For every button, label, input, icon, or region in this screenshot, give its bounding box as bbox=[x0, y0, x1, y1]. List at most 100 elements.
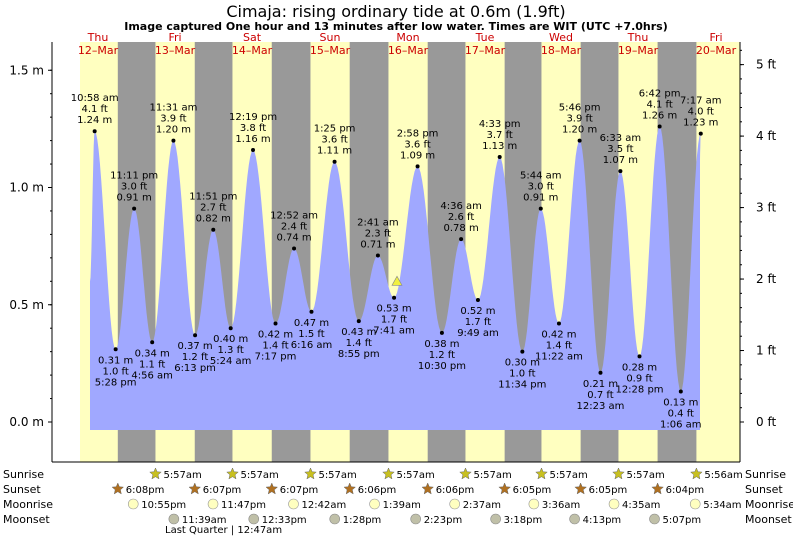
right-tick-label: 1 ft bbox=[756, 344, 776, 358]
moonset-icon bbox=[329, 513, 341, 525]
sunrise-time: 5:57am bbox=[473, 470, 511, 481]
sunset-icon bbox=[421, 482, 435, 495]
extreme-feet: 3.8 ft bbox=[240, 123, 266, 134]
extreme-metres: 0.43 m bbox=[341, 327, 376, 338]
extreme-feet: 0.4 ft bbox=[668, 409, 694, 420]
moonrise-icon bbox=[127, 498, 139, 510]
extreme-time: 6:16 am bbox=[291, 340, 333, 351]
extreme-metres: 1.20 m bbox=[562, 125, 597, 136]
extreme-point bbox=[637, 354, 642, 359]
sunset-time: 6:07pm bbox=[280, 485, 319, 496]
extreme-time: 5:24 am bbox=[210, 356, 252, 367]
day-labels: Thu12–MarFri13–MarSat14–MarSun15–MarMon1… bbox=[78, 31, 737, 57]
extreme-metres: 0.42 m bbox=[258, 330, 293, 341]
extreme-feet: 1.3 ft bbox=[218, 345, 244, 356]
extreme-time: 5:44 am bbox=[520, 171, 562, 182]
moonset-time: 5:07pm bbox=[663, 515, 702, 526]
moonrise-icon bbox=[689, 498, 701, 510]
extreme-time: 7:41 am bbox=[373, 326, 415, 337]
extreme-feet: 1.0 ft bbox=[509, 369, 535, 380]
extreme-feet: 1.7 ft bbox=[381, 315, 407, 326]
sunset-icon bbox=[343, 482, 357, 495]
extreme-time: 5:28 pm bbox=[95, 377, 137, 388]
moonrise-icon bbox=[207, 498, 219, 510]
day-name: Wed bbox=[549, 31, 573, 44]
moonset-time: 11:39am bbox=[182, 515, 227, 526]
day-date: 17–Mar bbox=[465, 44, 506, 57]
extreme-point bbox=[228, 326, 233, 331]
extreme-point bbox=[520, 349, 525, 354]
extreme-metres: 0.42 m bbox=[541, 330, 576, 341]
extreme-feet: 2.3 ft bbox=[365, 229, 391, 240]
moonset-time: 2:23pm bbox=[424, 515, 463, 526]
moonrise-time: 3:36am bbox=[542, 500, 580, 511]
sunrise-icon bbox=[459, 467, 472, 480]
moonset-time: 3:18pm bbox=[504, 515, 543, 526]
sunset-icon bbox=[111, 482, 125, 495]
extreme-point bbox=[113, 347, 118, 352]
extreme-point bbox=[211, 227, 216, 232]
extreme-point bbox=[657, 124, 662, 129]
day-date: 13–Mar bbox=[155, 44, 196, 57]
extreme-point bbox=[92, 129, 97, 134]
extreme-point bbox=[538, 206, 543, 211]
extreme-point bbox=[475, 298, 480, 303]
extreme-feet: 3.0 ft bbox=[528, 182, 554, 193]
sunset-icon bbox=[188, 482, 202, 495]
moonset-icon bbox=[649, 513, 660, 525]
extreme-metres: 1.09 m bbox=[400, 150, 435, 161]
extreme-point bbox=[556, 321, 561, 326]
day-name: Thu bbox=[627, 31, 649, 44]
extreme-time: 6:33 am bbox=[600, 133, 642, 144]
current-level-marker bbox=[391, 275, 403, 286]
day-date: 18–Mar bbox=[541, 44, 582, 57]
extreme-feet: 2.4 ft bbox=[281, 221, 307, 232]
extreme-time: 1:25 pm bbox=[314, 124, 356, 135]
extreme-point bbox=[273, 321, 278, 326]
extreme-point bbox=[415, 164, 420, 169]
moonset-icon bbox=[569, 513, 580, 525]
extreme-point bbox=[598, 370, 603, 375]
extreme-point bbox=[392, 295, 397, 300]
extreme-time: 11:11 pm bbox=[110, 171, 158, 182]
extreme-point bbox=[618, 169, 623, 174]
extreme-point bbox=[678, 389, 683, 394]
extreme-time: 10:58 am bbox=[71, 93, 119, 104]
tide-curve bbox=[90, 126, 701, 430]
extreme-feet: 3.9 ft bbox=[566, 114, 592, 125]
extreme-point bbox=[497, 155, 502, 160]
sunrise-icon bbox=[226, 467, 239, 480]
sunrise-icon bbox=[612, 467, 625, 480]
day-name: Tue bbox=[475, 31, 495, 44]
extreme-time: 1:06 am bbox=[660, 420, 702, 431]
extreme-time: 7:17 pm bbox=[255, 352, 297, 363]
sunset-time: 6:04pm bbox=[666, 485, 705, 496]
extreme-feet: 3.6 ft bbox=[404, 139, 430, 150]
extreme-feet: 0.7 ft bbox=[587, 390, 613, 401]
sunrise-icon bbox=[690, 467, 703, 480]
tide-area bbox=[90, 126, 701, 430]
sunrise-time: 5:57am bbox=[318, 470, 356, 481]
row-label-sunset: Sunset bbox=[3, 483, 41, 496]
row-label-sunrise: Sunrise bbox=[3, 468, 44, 481]
extreme-feet: 4.0 ft bbox=[688, 107, 714, 118]
extreme-feet: 4.1 ft bbox=[81, 104, 107, 115]
extreme-metres: 0.82 m bbox=[196, 214, 231, 225]
day-date: 12–Mar bbox=[78, 44, 119, 57]
extreme-feet: 1.4 ft bbox=[546, 341, 572, 352]
sunset-time: 6:05pm bbox=[513, 485, 552, 496]
extreme-time: 4:36 am bbox=[440, 201, 482, 212]
extreme-time: 9:49 am bbox=[457, 328, 499, 339]
extreme-metres: 1.07 m bbox=[603, 155, 638, 166]
extreme-metres: 0.91 m bbox=[117, 193, 152, 204]
right-tick-label: 5 ft bbox=[756, 58, 776, 72]
right-tick-label: 4 ft bbox=[756, 129, 776, 143]
moonrise-time: 4:35am bbox=[622, 500, 660, 511]
extreme-metres: 1.26 m bbox=[642, 111, 677, 122]
extreme-metres: 0.37 m bbox=[177, 341, 212, 352]
tide-extremes: 10:58 am4.1 ft1.24 m0.31 m1.0 ft5:28 pm1… bbox=[71, 89, 722, 431]
extreme-time: 10:30 pm bbox=[418, 361, 466, 372]
extreme-feet: 1.1 ft bbox=[139, 359, 165, 370]
extreme-metres: 1.20 m bbox=[156, 125, 191, 136]
sunset-icon bbox=[265, 482, 279, 495]
